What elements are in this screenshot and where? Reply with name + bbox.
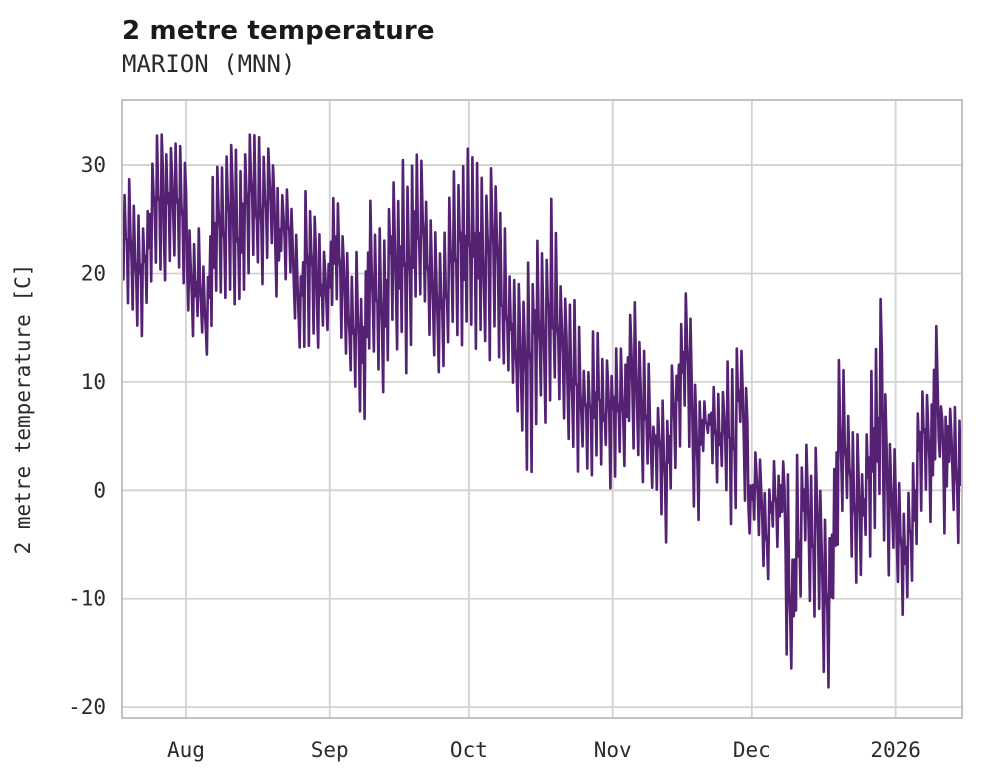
y-tick-label: -10	[68, 587, 106, 611]
y-tick-label: 30	[81, 153, 106, 177]
x-tick-label: Dec	[733, 738, 771, 762]
x-tick-label: 2026	[870, 738, 921, 762]
chart-subtitle: MARION (MNN)	[122, 50, 296, 78]
y-tick-label: 10	[81, 370, 106, 394]
chart-title: 2 metre temperature	[122, 16, 435, 46]
x-tick-label: Nov	[594, 738, 632, 762]
x-tick-label: Oct	[450, 738, 488, 762]
y-tick-label: 20	[81, 261, 106, 285]
x-tick-label: Sep	[311, 738, 349, 762]
y-tick-label: -20	[68, 695, 106, 719]
y-axis-label: 2 metre temperature [C]	[11, 264, 35, 555]
y-tick-label: 0	[93, 478, 106, 502]
x-tick-label: Aug	[167, 738, 205, 762]
temperature-series-line	[121, 133, 963, 689]
